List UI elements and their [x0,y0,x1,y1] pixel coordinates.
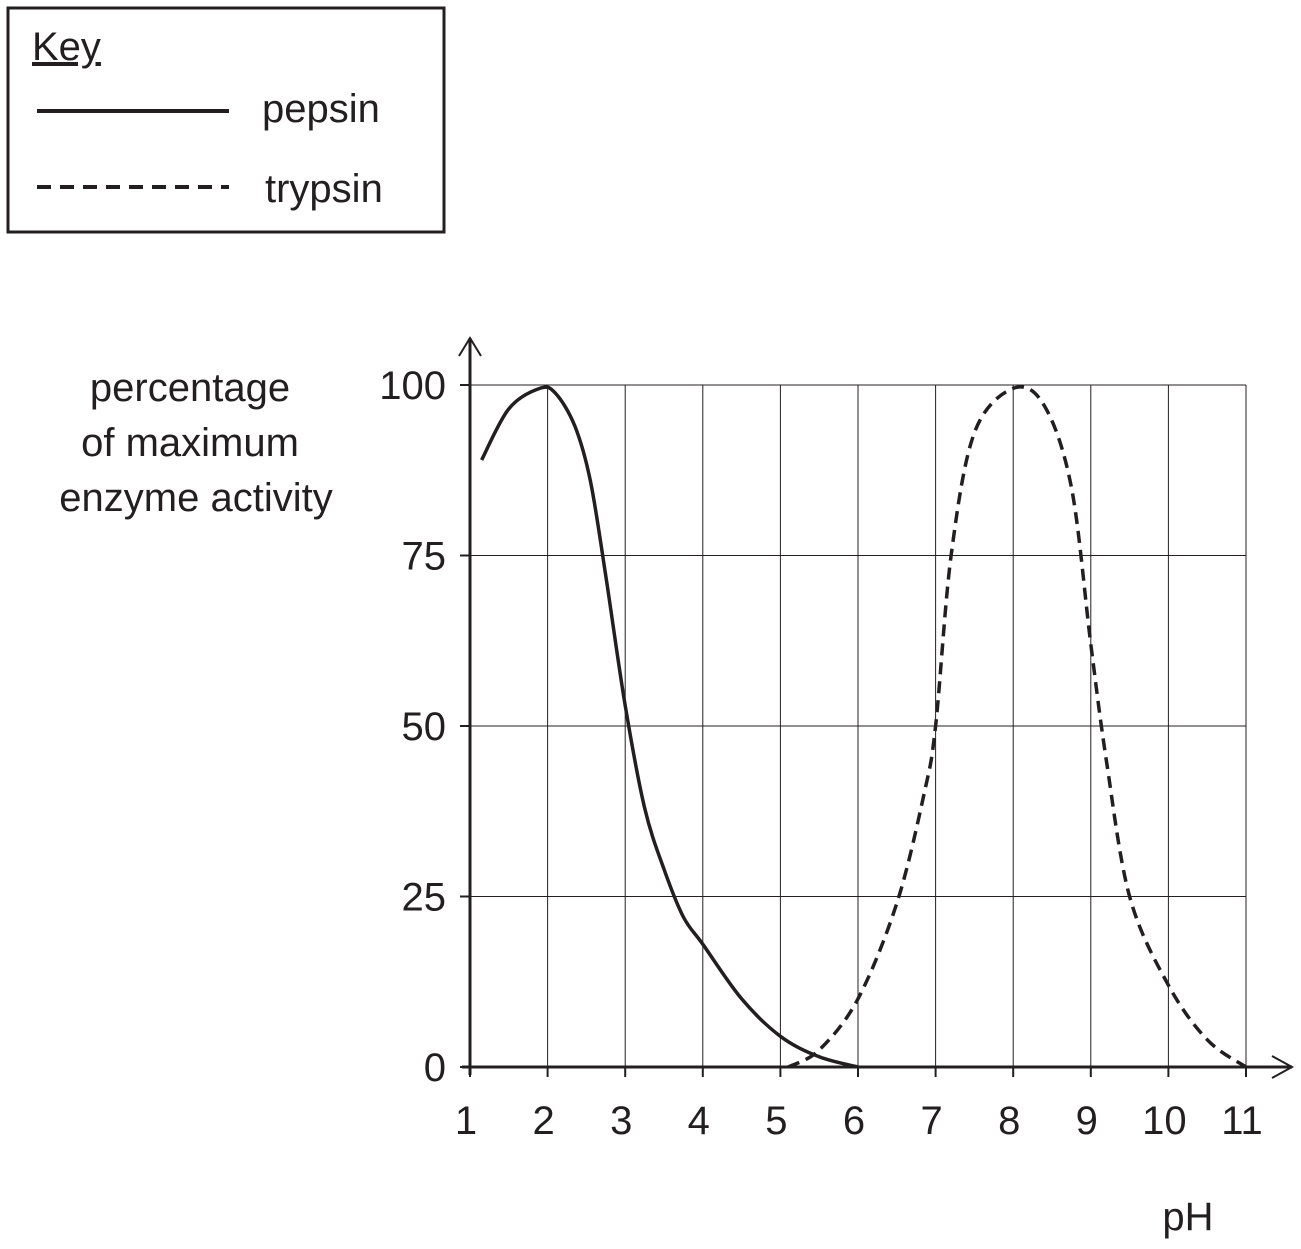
x-axis-label: pH [1162,1195,1213,1239]
series-line-trypsin [787,385,1247,1069]
legend: Key pepsin trypsin [6,6,446,234]
y-tick-label-50: 50 [402,705,447,749]
x-tick-label-3: 3 [610,1099,632,1143]
x-tick-label-11: 11 [1221,1099,1263,1143]
y-axis-label-line-3: enzyme activity [59,476,332,520]
x-tick-label-4: 4 [688,1099,710,1143]
x-tick-label-1: 1 [455,1099,477,1143]
y-tick-label-25: 25 [402,876,447,920]
legend-label-trypsin: trypsin [265,167,383,211]
y-tick-label-100: 100 [379,364,446,408]
x-tick-label-5: 5 [765,1099,787,1143]
x-tick-label-2: 2 [532,1099,554,1143]
series [480,385,1247,1069]
x-tick-label-8: 8 [998,1099,1020,1143]
legend-box [6,6,446,234]
series-line-pepsin [480,385,859,1069]
tick-labels: 1 2 3 4 5 6 7 8 9 10 11 0 25 50 75 100 [379,364,1263,1143]
y-tick-label-0: 0 [424,1046,446,1090]
grid [470,384,1247,1067]
y-axis-arrow [458,336,482,357]
y-axis-label: percentage of maximum enzyme activity [59,366,332,520]
y-axis-label-line-2: of maximum [81,421,299,465]
x-tick-label-6: 6 [843,1099,865,1143]
x-tick-label-10: 10 [1142,1099,1187,1143]
y-axis-label-line-1: percentage [90,366,290,410]
legend-label-pepsin: pepsin [262,87,380,131]
axes [458,336,1295,1079]
x-axis-arrow [1271,1055,1295,1079]
x-tick-label-9: 9 [1076,1099,1098,1143]
y-tick-label-75: 75 [402,535,447,579]
legend-title: Key [32,25,101,69]
x-tick-label-7: 7 [920,1099,942,1143]
